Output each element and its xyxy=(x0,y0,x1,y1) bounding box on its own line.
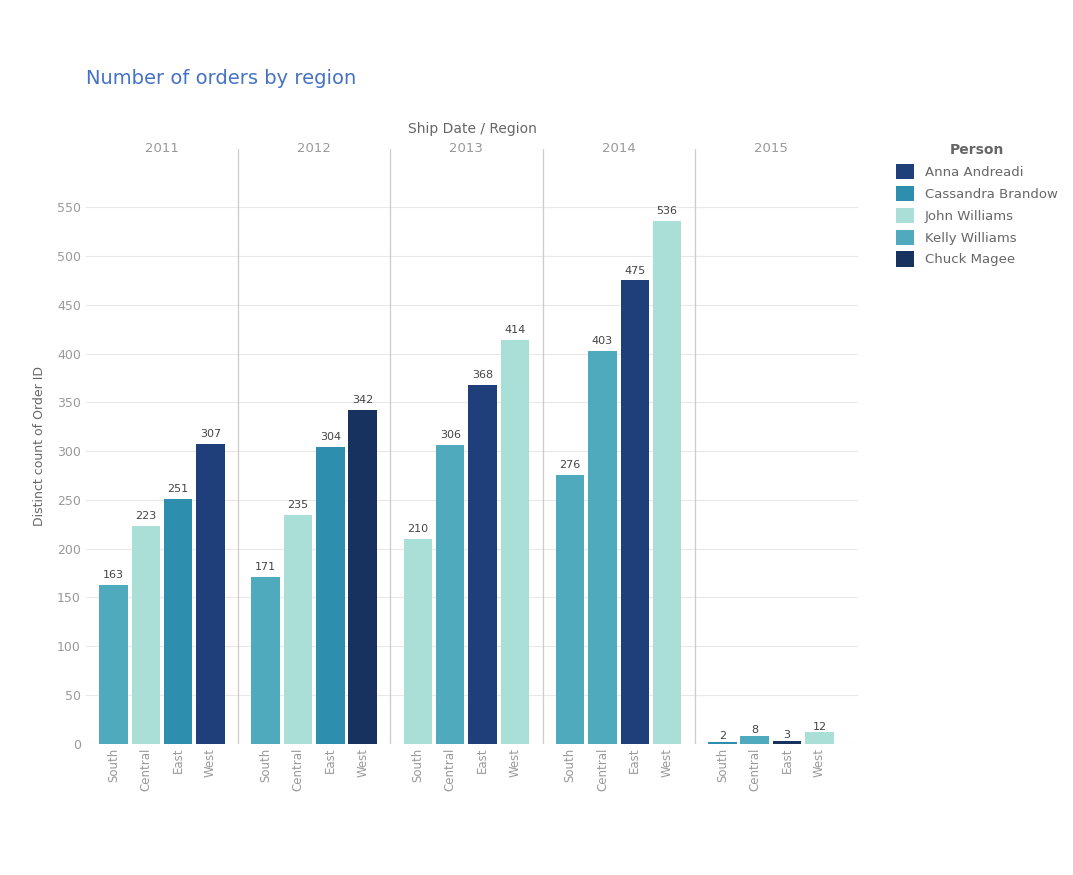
Text: 276: 276 xyxy=(559,459,580,470)
Text: 2: 2 xyxy=(719,732,726,741)
Text: 403: 403 xyxy=(592,336,613,346)
Text: 304: 304 xyxy=(320,432,341,443)
Text: 2013: 2013 xyxy=(450,142,483,155)
Text: 2011: 2011 xyxy=(145,142,179,155)
Text: 536: 536 xyxy=(657,206,678,216)
Text: 235: 235 xyxy=(288,500,309,509)
Text: 342: 342 xyxy=(352,396,373,405)
Text: 2012: 2012 xyxy=(297,142,332,155)
Bar xyxy=(283,514,312,744)
Text: 251: 251 xyxy=(167,484,189,494)
Bar xyxy=(588,351,617,744)
Bar xyxy=(805,732,834,744)
Bar xyxy=(556,474,585,744)
Bar xyxy=(403,539,432,744)
Text: Number of orders by region: Number of orders by region xyxy=(86,68,356,88)
Text: 2015: 2015 xyxy=(754,142,788,155)
Text: 2014: 2014 xyxy=(602,142,635,155)
Bar xyxy=(196,444,224,744)
Bar xyxy=(251,577,280,744)
Bar xyxy=(99,584,128,744)
Bar xyxy=(132,526,160,744)
Text: 12: 12 xyxy=(812,722,826,732)
Text: 368: 368 xyxy=(472,370,494,380)
Bar xyxy=(468,385,497,744)
Text: 475: 475 xyxy=(624,265,646,276)
Y-axis label: Distinct count of Order ID: Distinct count of Order ID xyxy=(33,367,46,526)
Legend: Anna Andreadi, Cassandra Brandow, John Williams, Kelly Williams, Chuck Magee: Anna Andreadi, Cassandra Brandow, John W… xyxy=(896,144,1058,267)
Bar xyxy=(501,340,529,744)
Bar xyxy=(653,220,681,744)
Bar xyxy=(773,741,802,744)
Text: 3: 3 xyxy=(783,731,791,740)
Text: 163: 163 xyxy=(103,570,123,580)
Bar xyxy=(349,410,377,744)
Bar xyxy=(436,445,465,744)
Text: 414: 414 xyxy=(504,325,526,335)
Text: Ship Date / Region: Ship Date / Region xyxy=(408,122,536,136)
Text: 307: 307 xyxy=(200,430,221,439)
Bar xyxy=(620,280,649,744)
Text: 223: 223 xyxy=(135,511,157,522)
Bar xyxy=(708,742,736,744)
Bar xyxy=(317,447,344,744)
Text: 171: 171 xyxy=(255,562,276,572)
Bar xyxy=(164,499,192,744)
Text: 306: 306 xyxy=(440,430,460,440)
Text: 210: 210 xyxy=(408,524,428,534)
Bar xyxy=(740,736,769,744)
Text: 8: 8 xyxy=(751,725,759,736)
